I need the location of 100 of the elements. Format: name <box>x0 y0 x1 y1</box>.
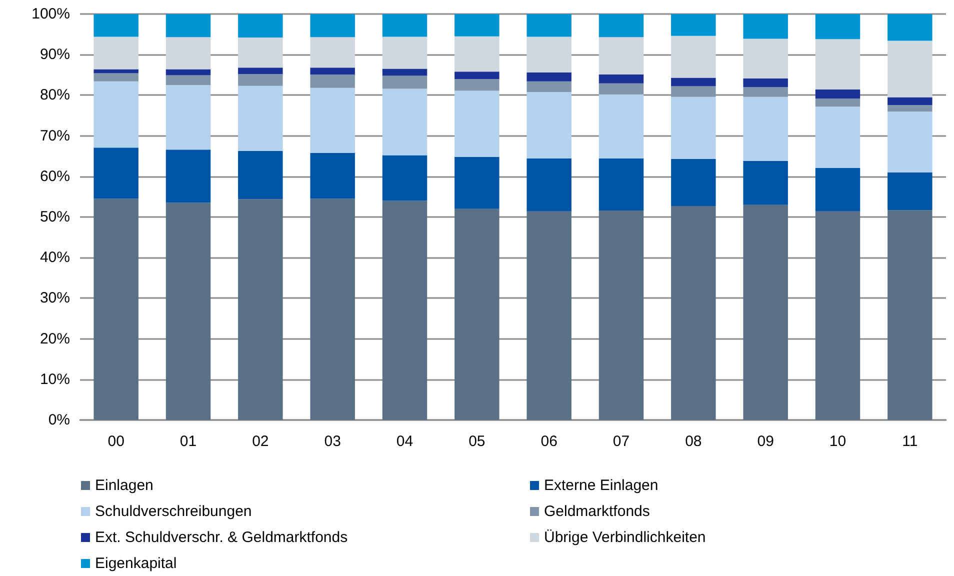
y-tick-label: 70% <box>40 127 70 144</box>
x-tick-label: 06 <box>540 433 558 450</box>
legend-label: Ext. Schuldverschr. & Geldmarktfonds <box>95 529 348 546</box>
bar <box>815 106 860 168</box>
bar <box>888 104 932 112</box>
bar <box>310 88 355 153</box>
bar <box>94 69 138 74</box>
bar <box>815 211 860 420</box>
y-tick-label: 90% <box>40 46 70 64</box>
bar <box>454 14 500 36</box>
bar <box>598 14 644 38</box>
x-tick-label: 02 <box>252 433 269 450</box>
y-tick-label: 10% <box>40 370 70 388</box>
bar <box>94 36 138 70</box>
bar <box>888 97 932 105</box>
x-tick-label: 03 <box>324 433 341 450</box>
bar <box>526 72 572 82</box>
x-tick-label: 08 <box>685 433 702 450</box>
bar <box>382 76 428 89</box>
y-tick-label: 30% <box>40 290 70 307</box>
bar <box>166 85 211 150</box>
bar <box>743 14 788 39</box>
bar <box>94 198 138 420</box>
bar <box>94 73 138 82</box>
x-tick-label: 09 <box>757 433 774 450</box>
bar <box>94 148 138 199</box>
y-tick-label: 60% <box>40 168 70 185</box>
y-tick-label: 100% <box>32 6 70 22</box>
bar <box>310 74 355 88</box>
bar <box>238 74 283 86</box>
bar <box>743 78 788 88</box>
x-tick-label: 01 <box>180 433 197 450</box>
bar <box>166 150 211 203</box>
x-tick-label: 04 <box>396 433 414 450</box>
bar <box>888 172 932 210</box>
bar <box>888 210 932 420</box>
bar <box>598 37 644 74</box>
legend-label: Eigenkapital <box>95 555 177 572</box>
bar <box>310 68 355 74</box>
x-tick-label: 05 <box>468 433 486 450</box>
bar <box>310 152 355 199</box>
bar <box>671 206 716 420</box>
bar <box>671 86 716 97</box>
bar <box>743 38 788 79</box>
bar <box>598 74 644 84</box>
bar <box>743 96 788 161</box>
bar <box>671 96 716 159</box>
bar <box>310 14 355 38</box>
y-tick-label: 50% <box>40 208 70 226</box>
bar <box>382 68 428 76</box>
bar <box>382 14 428 37</box>
bar <box>888 14 932 41</box>
bar <box>166 37 211 70</box>
bar <box>454 36 500 72</box>
bar <box>815 168 860 212</box>
bar <box>454 78 500 91</box>
bar <box>382 155 428 201</box>
legend-label: Geldmarktfonds <box>544 503 650 520</box>
bar <box>166 14 211 38</box>
bar <box>310 37 355 68</box>
x-tick-label: 10 <box>829 433 846 450</box>
bar <box>382 88 428 156</box>
bar <box>815 39 860 90</box>
bar <box>526 92 572 159</box>
bar <box>888 111 932 172</box>
bar <box>454 72 500 79</box>
legend-label: Schuldverschreibungen <box>95 503 252 520</box>
bar <box>166 69 211 76</box>
bar <box>598 210 644 420</box>
bar <box>166 202 211 420</box>
bar <box>815 90 860 98</box>
bar <box>598 94 644 159</box>
bar <box>382 200 428 420</box>
bar <box>454 90 500 157</box>
bar <box>238 86 283 151</box>
legend-label: Übrige Verbindlichkeiten <box>544 529 706 546</box>
bar <box>671 158 716 206</box>
bar <box>743 160 788 205</box>
bar <box>888 40 932 98</box>
bar <box>238 199 283 420</box>
y-tick-label: 0% <box>48 412 70 428</box>
bar <box>526 36 572 72</box>
bar <box>743 87 788 97</box>
bar <box>671 78 716 86</box>
bar <box>310 198 355 420</box>
bar <box>671 36 716 78</box>
bar <box>671 14 716 36</box>
y-tick-label: 20% <box>40 330 70 348</box>
bar <box>238 68 283 74</box>
legend-label: Externe Einlagen <box>544 477 658 494</box>
bar <box>743 204 788 420</box>
legend-label: Einlagen <box>95 477 154 494</box>
bar <box>526 81 572 92</box>
bar <box>598 83 644 94</box>
bar <box>382 36 428 69</box>
bar <box>598 158 644 211</box>
y-tick-label: 80% <box>40 86 70 104</box>
bar <box>815 14 860 40</box>
bar <box>454 156 500 209</box>
bar <box>94 14 138 37</box>
